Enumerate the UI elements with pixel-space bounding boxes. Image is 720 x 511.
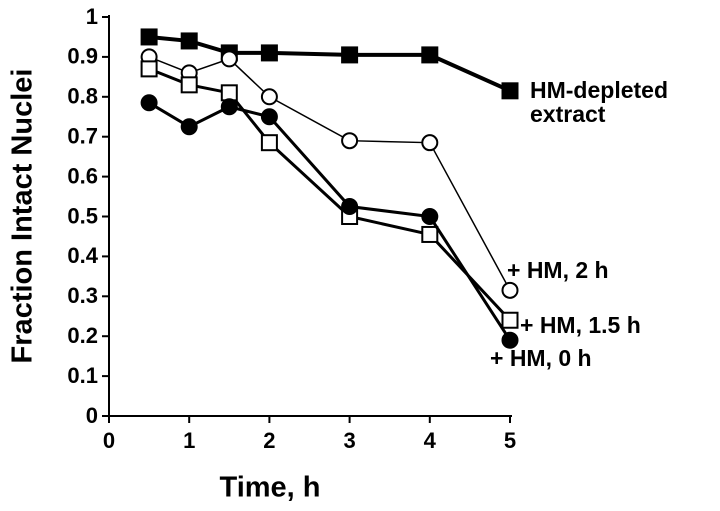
marker	[421, 46, 439, 64]
x-tick-label: 1	[183, 428, 195, 453]
y-tick-label: 0.3	[67, 283, 98, 308]
marker	[501, 331, 519, 349]
y-tick-label: 0.6	[67, 163, 98, 188]
marker	[260, 108, 278, 126]
marker	[501, 82, 519, 100]
marker	[260, 44, 278, 62]
y-tick-label: 0.4	[67, 243, 98, 268]
marker	[421, 208, 439, 225]
marker	[260, 134, 278, 152]
marker	[140, 60, 158, 78]
marker	[260, 88, 278, 106]
y-tick-label: 0.9	[67, 44, 98, 69]
y-axis-title: Fraction Intact Nuclei	[7, 69, 39, 364]
marker	[341, 132, 359, 150]
marker	[421, 225, 439, 243]
y-tick-label: 1	[86, 4, 98, 29]
x-tick-label: 0	[103, 428, 115, 453]
y-tick-label: 0.7	[67, 124, 98, 149]
marker	[180, 32, 198, 50]
marker	[341, 46, 359, 64]
series-line	[148, 34, 511, 93]
y-tick-label: 0	[86, 403, 98, 428]
marker	[421, 134, 439, 152]
series-label: + HM, 0 h	[490, 345, 592, 371]
marker	[220, 98, 238, 116]
y-tick-label: 0.2	[67, 323, 98, 348]
marker	[140, 28, 158, 46]
x-tick-label: 3	[343, 428, 355, 453]
x-tick-label: 4	[424, 428, 437, 453]
series-label: + HM, 1.5 h	[520, 312, 641, 338]
x-tick-label: 2	[263, 428, 275, 453]
x-tick-label: 5	[504, 428, 516, 453]
series-label: HM-depleted extract	[530, 77, 668, 127]
series-label: + HM, 2 h	[507, 257, 609, 283]
y-tick-label: 0.5	[67, 203, 98, 228]
x-axis-title: Time, h	[220, 472, 321, 504]
y-tick-label: 0.8	[67, 84, 98, 109]
series-line	[148, 101, 512, 342]
marker	[501, 281, 519, 299]
marker	[220, 84, 238, 102]
marker	[220, 50, 238, 68]
marker	[180, 76, 198, 94]
marker	[341, 198, 359, 216]
marker	[140, 94, 158, 112]
marker	[501, 311, 519, 329]
series-line	[148, 67, 512, 322]
y-tick-label: 0.1	[67, 363, 98, 388]
marker	[180, 118, 198, 136]
